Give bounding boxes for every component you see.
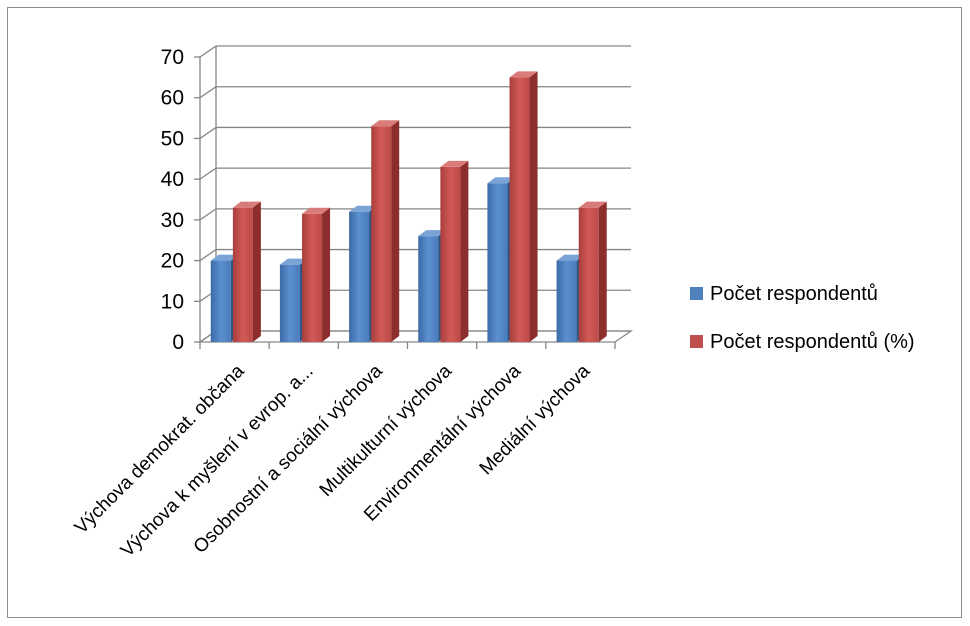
bar-top [556, 254, 585, 261]
bar-front [418, 236, 439, 342]
bar-front [578, 207, 599, 342]
bar-front [232, 207, 253, 342]
bar-side [252, 201, 261, 342]
chart-frame [7, 7, 962, 618]
bar-front [302, 213, 323, 342]
y-tick-label: 50 [161, 127, 184, 150]
y-tick-label: 40 [161, 168, 184, 191]
y-tick-label: 60 [161, 87, 184, 110]
legend-swatch [690, 287, 703, 300]
bar-percent-3 [371, 120, 400, 342]
legend-item-2: Počet respondentů (%) [690, 331, 915, 353]
gridline-depth [199, 86, 217, 99]
bar-top [578, 201, 607, 208]
bar-side [460, 160, 469, 342]
x-category-label: Multikulturní výchova [316, 360, 457, 501]
gridline-depth [199, 45, 217, 58]
y-tick-label: 10 [161, 290, 184, 313]
bar-front [556, 260, 577, 342]
bar-front [487, 183, 508, 342]
y-tick-label: 30 [161, 209, 184, 232]
bar-side [598, 201, 607, 342]
y-tick-label: 20 [161, 250, 184, 273]
bar-top [487, 177, 516, 184]
y-tick-label: 70 [161, 46, 184, 69]
bar-side [391, 120, 400, 342]
bar-front [440, 166, 461, 342]
bar-percent-1 [232, 201, 261, 342]
legend: Počet respondentů Počet respondentů (%) [690, 283, 915, 353]
bar-top [302, 207, 331, 214]
bar-percent-6 [578, 201, 607, 342]
bar-percent-2 [302, 207, 331, 342]
bar-top [210, 254, 239, 261]
bar-front [349, 211, 370, 342]
bar-percent-4 [440, 160, 469, 342]
bars [210, 71, 607, 342]
bar-front [371, 126, 392, 342]
gridline-depth [199, 249, 217, 262]
legend-label: Počet respondentů (%) [710, 331, 915, 353]
gridline-depth [199, 167, 217, 180]
bar-front [210, 260, 231, 342]
legend-swatch [690, 335, 703, 348]
bar-top [440, 160, 469, 167]
bar-side [529, 71, 538, 342]
bar-top [509, 71, 538, 78]
bar-top [232, 201, 261, 208]
bar-front [509, 77, 530, 342]
gridline-depth [199, 126, 217, 139]
gridline-depth [199, 208, 217, 221]
bar-front [279, 264, 300, 342]
y-axis-ticks: 0 10 20 30 40 50 60 70 [161, 46, 200, 354]
bar-side [322, 207, 331, 342]
bar-top [349, 205, 378, 212]
y-tick-label: 0 [172, 331, 184, 354]
legend-label: Počet respondentů [710, 283, 878, 305]
bar-top [279, 258, 308, 265]
bar-percent-5 [509, 71, 538, 342]
bar-top [418, 230, 447, 237]
bar-top [371, 120, 400, 127]
legend-item-1: Počet respondentů [690, 283, 878, 305]
